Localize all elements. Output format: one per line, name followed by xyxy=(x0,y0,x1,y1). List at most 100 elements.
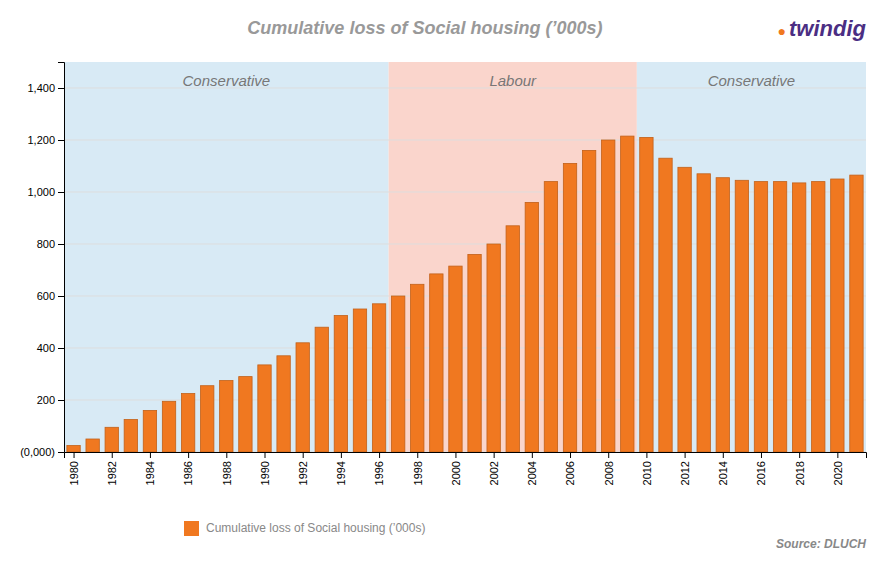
tick-mark xyxy=(58,140,64,141)
tick: 2020 xyxy=(832,452,844,485)
tick-mark xyxy=(494,452,495,458)
legend-swatch xyxy=(184,521,199,536)
grid-line xyxy=(64,140,866,141)
tick: 1986 xyxy=(182,452,194,485)
legend-item: Cumulative loss of Social housing (’000s… xyxy=(184,521,425,536)
tick-mark xyxy=(150,452,151,458)
bar xyxy=(697,174,710,452)
tick-mark xyxy=(455,452,456,458)
bar xyxy=(449,266,462,452)
tick-label: 800 xyxy=(37,238,55,250)
era-label: Conservative xyxy=(183,72,271,89)
tick: 1988 xyxy=(221,452,233,485)
era-label: Conservative xyxy=(708,72,796,89)
bar xyxy=(773,182,786,452)
bar xyxy=(296,343,309,452)
logo-text: twindig xyxy=(789,16,867,41)
era-band xyxy=(389,62,637,452)
tick-mark xyxy=(303,452,304,458)
bar xyxy=(506,226,519,452)
bar xyxy=(716,178,729,452)
era-label: Labour xyxy=(489,72,537,89)
bar xyxy=(277,356,290,452)
tick-label: 2018 xyxy=(794,461,806,485)
tick-label: 200 xyxy=(37,394,55,406)
tick-label: 2004 xyxy=(526,461,538,485)
source: Source: DLUCH xyxy=(776,537,866,551)
logo-dot: ● xyxy=(778,23,786,39)
bar xyxy=(812,182,825,452)
tick-mark xyxy=(58,348,64,349)
tick-mark xyxy=(379,452,380,458)
tick-label: 2008 xyxy=(603,461,615,485)
tick: 2018 xyxy=(794,452,806,485)
tick: (0,000) xyxy=(20,446,64,458)
tick-label: 1986 xyxy=(182,461,194,485)
tick: 1,400 xyxy=(27,82,64,94)
tick-label: 1984 xyxy=(144,461,156,485)
title: Cumulative loss of Social housing (’000s… xyxy=(247,18,602,38)
bar xyxy=(468,254,481,452)
bar xyxy=(67,446,80,453)
tick-mark xyxy=(837,452,838,458)
bar xyxy=(143,410,156,452)
bar xyxy=(850,175,863,452)
bar xyxy=(315,327,328,452)
tick-mark xyxy=(265,452,266,458)
tick: 2014 xyxy=(717,452,729,485)
bar xyxy=(220,381,233,453)
tick-mark xyxy=(570,452,571,458)
tick: 1994 xyxy=(335,452,347,485)
tick-label: 400 xyxy=(37,342,55,354)
tick-mark xyxy=(341,452,342,458)
tick-label: 2010 xyxy=(641,461,653,485)
tick: 2000 xyxy=(450,452,462,485)
tick: 400 xyxy=(37,342,64,354)
y-axis: (0,000)2004006008001,0001,2001,400 xyxy=(20,63,64,459)
tick-mark xyxy=(685,452,686,458)
tick-mark xyxy=(226,452,227,458)
bar xyxy=(258,365,271,452)
tick-label: 1994 xyxy=(335,461,347,485)
tick-label: 1996 xyxy=(373,461,385,485)
axis-line xyxy=(58,63,65,453)
tick-mark xyxy=(58,192,64,193)
bar xyxy=(582,150,595,452)
tick-mark xyxy=(112,452,113,458)
bar xyxy=(563,163,576,452)
tick-label: 2000 xyxy=(450,461,462,485)
tick-mark xyxy=(646,452,647,458)
bar xyxy=(678,167,691,452)
bar xyxy=(181,394,194,453)
bar xyxy=(621,136,634,452)
tick-label: 1982 xyxy=(106,461,118,485)
tick-label: 2020 xyxy=(832,461,844,485)
tick-mark xyxy=(58,400,64,401)
bar xyxy=(411,284,424,452)
bar xyxy=(86,439,99,452)
axis-line xyxy=(65,453,867,459)
tick: 1996 xyxy=(373,452,385,485)
tick-label: 2012 xyxy=(679,461,691,485)
tick-label: 1,200 xyxy=(27,134,55,146)
tick-mark xyxy=(417,452,418,458)
tick-mark xyxy=(608,452,609,458)
tick: 1990 xyxy=(259,452,271,485)
tick: 2004 xyxy=(526,452,538,485)
tick: 1,200 xyxy=(27,134,64,146)
marks xyxy=(64,62,866,452)
tick-mark xyxy=(799,452,800,458)
bar xyxy=(372,304,385,452)
bar xyxy=(353,309,366,452)
bar xyxy=(201,386,214,452)
tick-label: 1992 xyxy=(297,461,309,485)
bar xyxy=(640,137,653,452)
bar xyxy=(735,180,748,452)
tick: 2002 xyxy=(488,452,500,485)
bar xyxy=(430,274,443,452)
tick-label: 1998 xyxy=(412,461,424,485)
tick: 2010 xyxy=(641,452,653,485)
tick: 1982 xyxy=(106,452,118,485)
bar xyxy=(239,377,252,452)
legend-label: Cumulative loss of Social housing (’000s… xyxy=(206,521,425,535)
